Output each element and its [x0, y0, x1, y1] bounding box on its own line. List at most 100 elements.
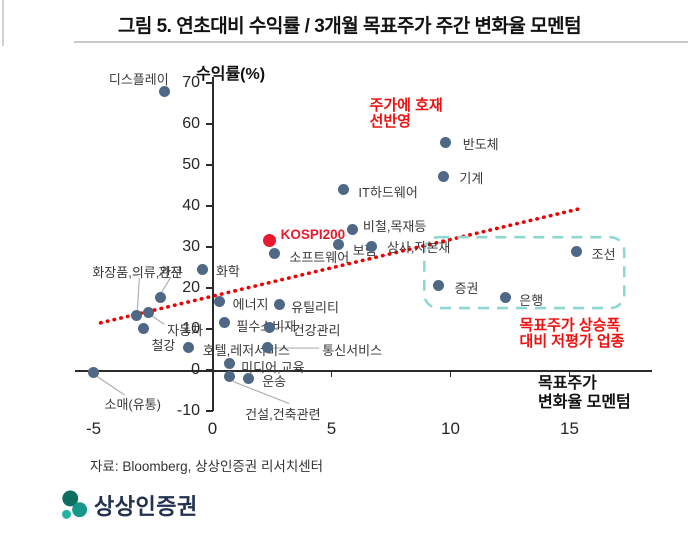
point-label: 가전: [158, 264, 183, 280]
x-tick-label: 10: [441, 419, 460, 438]
point-label: 철강: [151, 338, 176, 354]
scatter-point: [337, 184, 349, 196]
point-label: 화장품,의류,완구: [92, 265, 184, 281]
scatter-point: [347, 224, 359, 236]
point-label: 화학: [215, 264, 240, 280]
scatter-point: [137, 322, 149, 334]
scatter-point: [214, 296, 226, 308]
point-label: 상사,자본재: [386, 240, 451, 256]
point-label: IT하드웨어: [358, 184, 418, 200]
point-label: 은행: [519, 293, 544, 309]
scatter-point: [142, 306, 154, 318]
label-leader-line: [136, 278, 140, 311]
x-tick-label: 5: [326, 419, 337, 438]
x-tick-mark: [449, 371, 452, 377]
x-tick-mark: [330, 371, 333, 377]
point-label: KOSPI200: [280, 226, 346, 242]
x-axis-line: [75, 370, 652, 372]
y-tick-mark: [206, 328, 213, 330]
point-label: 증권: [454, 280, 479, 296]
point-label: 소매(유통): [104, 397, 162, 413]
y-tick-label: 70: [182, 74, 200, 91]
scatter-point: [218, 317, 230, 329]
scatter-point: [223, 358, 235, 370]
source-note: 자료: Bloomberg, 상상인증권 리서치센터: [90, 459, 324, 474]
y-axis-title: 수익률(%): [196, 66, 266, 83]
y-tick-label: 40: [182, 197, 200, 214]
figure-title: 그림 5. 연초대비 수익률 / 3개월 목표주가 주간 변화율 모멘텀: [117, 16, 582, 37]
scatter-point: [499, 291, 511, 303]
point-label: 미디어,교육: [241, 359, 305, 375]
chart-annotation-line: 주가에 호재: [369, 97, 443, 115]
y-tick-label: 20: [182, 279, 200, 296]
point-label: 건강관리: [292, 323, 341, 339]
label-leader-line: [151, 315, 165, 325]
scatter-point: [242, 372, 254, 384]
scatter-point: [154, 292, 166, 304]
y-tick-mark: [206, 287, 213, 289]
point-label: 기계: [459, 171, 484, 187]
kospi200-point: [263, 234, 277, 248]
point-label: 비철,목재등: [362, 218, 427, 234]
brand-logo-text: 상상인증권: [94, 494, 198, 519]
chart-annotation: 주가에 호재 선반영: [370, 98, 443, 130]
x-tick-label: 15: [560, 419, 579, 438]
y-tick-label: 60: [182, 115, 200, 132]
point-label: 통신서비스: [322, 343, 383, 359]
scatter-point: [159, 85, 171, 97]
x-tick-mark: [568, 371, 571, 377]
y-axis-line: [212, 77, 214, 411]
y-tick-mark: [206, 123, 213, 125]
scatter-point: [437, 170, 449, 182]
scatter-point: [223, 371, 235, 383]
scatter-point: [433, 280, 445, 292]
y-tick-mark: [206, 410, 213, 412]
chart-annotation: 목표주가 상승폭 대비 저평가 업종: [519, 316, 625, 350]
point-label: 반도체: [462, 137, 499, 153]
scatter-point: [183, 341, 195, 353]
y-tick-label: 50: [182, 156, 200, 173]
point-label: 유틸리티: [291, 299, 339, 315]
chart-annotation-line: 선반영: [369, 113, 411, 131]
point-label: 소프트웨어: [289, 249, 350, 265]
title-divider: [74, 41, 688, 43]
chart-annotation-line: 대비 저평가 업종: [519, 332, 625, 350]
brand-logo-icon: [62, 490, 88, 519]
scatter-point: [333, 239, 345, 251]
x-axis-title: 목표주가 변화율 모멘텀: [538, 374, 631, 412]
scatter-point: [571, 246, 583, 258]
point-label: 에너지: [232, 296, 269, 312]
scatter-point: [264, 321, 276, 333]
label-leader-line: [96, 375, 125, 396]
y-tick-mark: [206, 164, 213, 166]
scatter-point: [197, 263, 209, 275]
point-label: 자동차: [167, 323, 204, 339]
y-tick-label: 0: [191, 361, 200, 378]
y-tick-mark: [206, 369, 213, 371]
point-label: 운송: [262, 374, 287, 390]
scatter-point: [130, 309, 142, 321]
point-label: 조선: [591, 246, 616, 262]
chart-annotation-line: 목표주가 상승폭: [519, 316, 621, 334]
scatter-point: [440, 136, 452, 148]
x-axis-title-line2: 변화율 모멘텀: [538, 394, 631, 411]
x-tick-label: -5: [85, 419, 102, 438]
point-label: 건설,건축관련: [245, 406, 321, 422]
scatter-point: [261, 341, 273, 353]
scatter-point: [88, 366, 99, 378]
figure-left-border: [2, 0, 4, 46]
x-axis-title-line1: 목표주가: [538, 375, 597, 392]
y-tick-label: 30: [182, 238, 200, 255]
y-tick-label: 10: [182, 320, 200, 337]
y-tick-mark: [206, 246, 213, 248]
scatter-point: [273, 299, 285, 311]
scatter-point: [366, 240, 378, 252]
y-tick-label: -10: [176, 402, 200, 419]
y-tick-mark: [206, 82, 213, 84]
y-tick-mark: [206, 205, 213, 207]
brand-logo: 상상인증권: [60, 488, 198, 522]
point-label: 디스플레이: [108, 72, 169, 88]
x-tick-label: 0: [207, 419, 218, 438]
scatter-point: [268, 248, 280, 260]
